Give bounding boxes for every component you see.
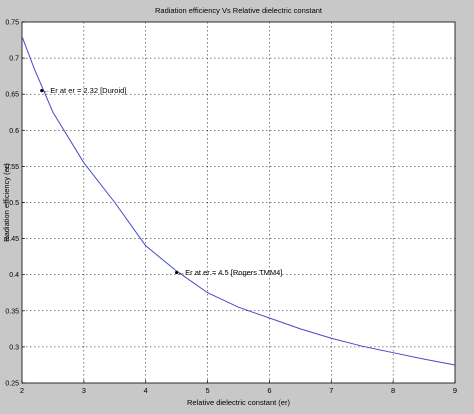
tick-layer: 2 3 4 5 6 7 8 9 0.25 0.3 0.35 0.4 0.45 0.5 0.55 0.6 0.65…: [5, 20, 457, 396]
y-tick-label: 0.45: [5, 236, 19, 243]
annotation-label: ←Er at er = 2.32 [Duroid]: [43, 86, 127, 95]
annotation-layer: ←Er at er = 2.32 [Duroid] ←Er at er = 4.5…: [40, 86, 282, 277]
annotation-label: ←Er at er = 4.5 [Rogers TMM4]: [178, 268, 283, 277]
y-tick-label: 0.75: [5, 20, 19, 27]
x-tick-label: 8: [391, 386, 395, 395]
y-tick-label: 0.6: [9, 128, 19, 135]
x-axis-label: Relative dielectric constant (er): [187, 398, 290, 407]
y-tick-label: 0.55: [5, 164, 19, 171]
y-tick-label: 0.4: [9, 272, 19, 279]
x-tick-label: 5: [205, 386, 209, 395]
x-tick-label: 2: [20, 386, 24, 395]
y-axis-label: Radiation efficiency (er): [2, 163, 11, 242]
y-tick-label: 0.35: [5, 308, 19, 315]
annotation-point: [175, 270, 179, 275]
x-tick-label: 3: [82, 386, 86, 395]
y-tick-label: 0.65: [5, 92, 19, 99]
x-tick-label: 6: [267, 386, 271, 395]
series-layer: [21, 36, 456, 366]
y-tick-label: 0.25: [5, 381, 19, 388]
x-tick-label: 4: [144, 386, 148, 395]
y-tick-label: 0.5: [9, 200, 19, 207]
y-tick-label: 0.7: [9, 56, 19, 63]
grid-layer: [22, 22, 455, 383]
x-tick-label: 7: [329, 386, 333, 395]
annotation-point: [40, 88, 44, 93]
x-tick-label: 9: [453, 386, 457, 395]
y-tick-label: 0.3: [9, 344, 19, 351]
series-line: [21, 36, 456, 366]
chart-title: Radiation efficiency Vs Relative dielect…: [155, 6, 323, 15]
